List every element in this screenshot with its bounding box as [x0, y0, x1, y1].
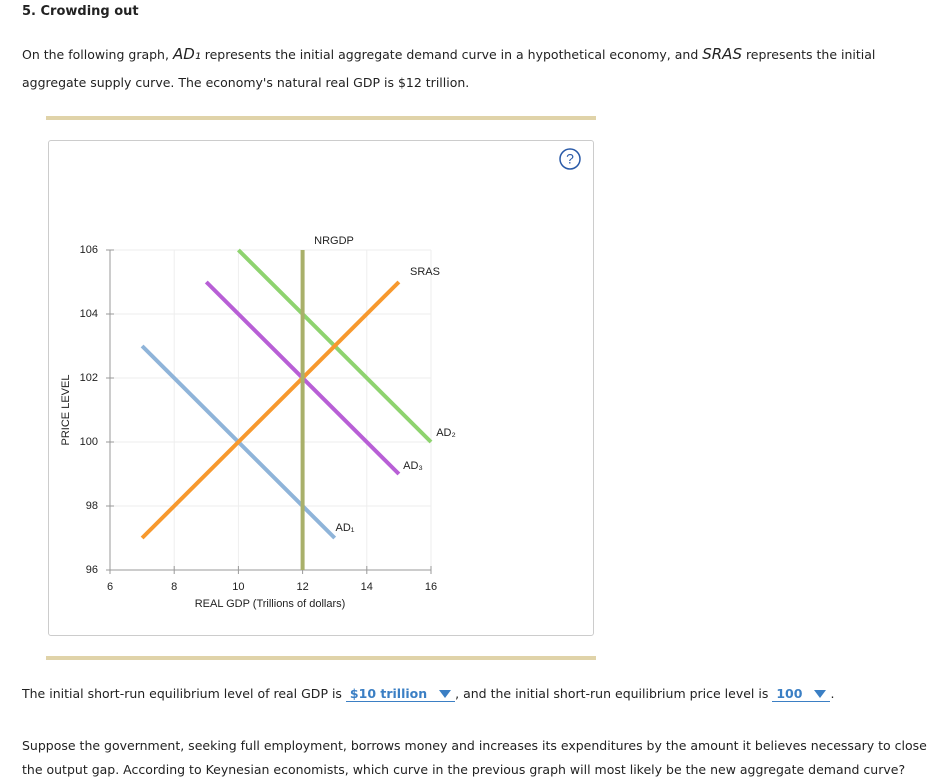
question-text: The initial short-run equilibrium level … — [22, 686, 342, 701]
intro-text: represents the initial aggregate supply … — [22, 47, 876, 90]
intro: On the following graph, AD₁ represents t… — [22, 40, 922, 97]
question-text: , and the initial short-run equilibrium … — [455, 686, 769, 701]
dropdown[interactable]: 100 — [772, 686, 831, 702]
intro-text: represents the initial aggregate demand … — [200, 47, 703, 62]
divider — [46, 116, 596, 120]
intro-text: On the following graph, — [22, 47, 173, 62]
question-text: . — [830, 686, 835, 701]
graph-panel — [48, 140, 594, 636]
title: 5. Crowding out — [22, 4, 139, 19]
dropdown[interactable]: $10 trillion — [345, 686, 456, 702]
question: The initial short-run equilibrium level … — [22, 686, 834, 702]
paragraph: Suppose the government, seeking full emp… — [22, 738, 927, 777]
intro-term: AD₁ — [172, 45, 201, 63]
divider — [46, 656, 596, 660]
intro-term: SRAS — [702, 45, 742, 63]
